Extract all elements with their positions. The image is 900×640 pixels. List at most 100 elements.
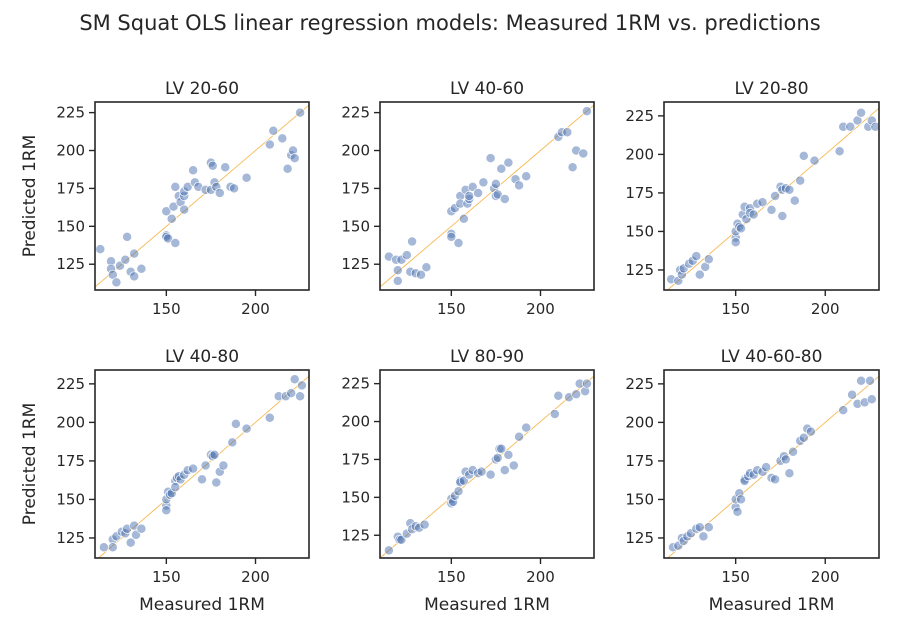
y-tick-label: 225 (625, 375, 654, 393)
data-point (571, 389, 582, 400)
data-point (421, 262, 432, 273)
x-tick-label: 150 (721, 568, 750, 586)
data-point (200, 460, 211, 471)
subplot-5: 150 200 125 150 175 200 225 LV 80-90 Measured 1R… (341, 347, 595, 615)
panels: 150 200 125 150 175 200 225 LV 20-60 Predicted 1… (20, 79, 881, 615)
y-tick-label: 125 (56, 529, 85, 547)
data-point (485, 469, 496, 480)
data-point (521, 422, 532, 433)
data-point (562, 127, 573, 138)
data-point (795, 175, 806, 186)
data-point (125, 537, 136, 548)
data-point (485, 153, 496, 164)
data-point (736, 494, 746, 505)
data-point (268, 125, 279, 136)
data-point (446, 231, 457, 242)
data-point (464, 191, 475, 201)
data-point (788, 446, 798, 457)
data-point (264, 412, 275, 423)
data-point (136, 263, 147, 274)
data-point (182, 181, 193, 192)
y-tick-label: 200 (56, 142, 85, 160)
data-point (392, 265, 403, 276)
data-point (553, 390, 564, 401)
data-point (161, 206, 172, 217)
figure-title: SM Squat OLS linear regression models: M… (79, 11, 820, 35)
data-point (129, 248, 140, 259)
data-point (503, 449, 514, 460)
subplot-6: 150 200 125 150 175 200 225 LV 40-60-80 Measured… (625, 347, 880, 615)
plot-frame (379, 101, 595, 291)
data-point (416, 269, 426, 280)
data-point (170, 181, 181, 192)
data-point (581, 378, 592, 389)
data-point (296, 380, 307, 391)
data-point (295, 107, 306, 118)
x-tick-label: 150 (437, 300, 466, 318)
data-point (473, 188, 484, 198)
y-tick-label: 125 (341, 255, 370, 273)
y-tick-label: 175 (625, 452, 654, 470)
subplot-title: LV 20-80 (734, 79, 808, 99)
data-point (131, 529, 141, 540)
data-point (490, 178, 501, 189)
data-point (496, 443, 507, 454)
data-point (761, 462, 772, 473)
y-tick-label: 175 (625, 184, 654, 202)
y-tick-label: 150 (625, 490, 654, 508)
x-tick-label: 200 (811, 568, 840, 586)
y-tick-label: 225 (56, 104, 85, 122)
data-point (581, 106, 592, 117)
data-point (453, 238, 464, 248)
data-point (161, 505, 172, 516)
x-tick-label: 200 (241, 568, 270, 586)
y-tick-label: 200 (625, 413, 654, 431)
data-point (214, 188, 225, 198)
data-point (496, 163, 507, 174)
y-tick-label: 200 (625, 145, 654, 163)
data-point (870, 121, 881, 132)
data-point (230, 418, 241, 429)
data-point (567, 162, 578, 173)
plot-frame (663, 101, 880, 291)
data-point (503, 157, 514, 168)
data-point (798, 432, 809, 443)
data-point (757, 197, 768, 208)
data-point (241, 423, 252, 434)
data-point (856, 375, 867, 386)
subplot-4: 150 200 125 150 175 200 225 LV 40-80 Measured 1R… (20, 347, 310, 615)
data-point (168, 201, 179, 212)
data-point (521, 171, 532, 182)
subplot-title: LV 40-60 (450, 79, 524, 99)
data-point (289, 153, 300, 164)
data-point (784, 184, 795, 195)
y-tick-label: 125 (56, 255, 85, 273)
subplot-title: LV 40-60-80 (721, 347, 823, 367)
data-point (129, 271, 140, 282)
y-tick-label: 200 (56, 413, 85, 431)
data-point (207, 160, 218, 171)
data-point (107, 542, 118, 553)
subplot-1: 150 200 125 150 175 200 225 LV 20-60 Predicted 1… (20, 79, 310, 318)
data-point (730, 237, 741, 248)
data-point (407, 236, 418, 247)
y-tick-label: 200 (341, 413, 370, 431)
data-point (514, 431, 525, 442)
y-tick-label: 150 (56, 490, 85, 508)
y-tick-label: 175 (341, 179, 370, 197)
data-point (499, 465, 510, 476)
y-tick-label: 125 (625, 261, 654, 279)
data-point (166, 213, 177, 224)
plot-frame (663, 369, 880, 559)
data-point (241, 172, 252, 183)
data-point (856, 107, 867, 118)
data-point (286, 388, 297, 399)
x-axis-label: Measured 1RM (709, 595, 835, 615)
data-point (847, 389, 858, 400)
data-point (188, 463, 199, 474)
data-point (784, 468, 795, 479)
data-point (698, 531, 709, 542)
y-tick-label: 175 (56, 179, 85, 197)
subplot-3: 150 200 125 150 175 200 225 LV 20-80 (625, 79, 881, 318)
data-point (264, 139, 275, 150)
